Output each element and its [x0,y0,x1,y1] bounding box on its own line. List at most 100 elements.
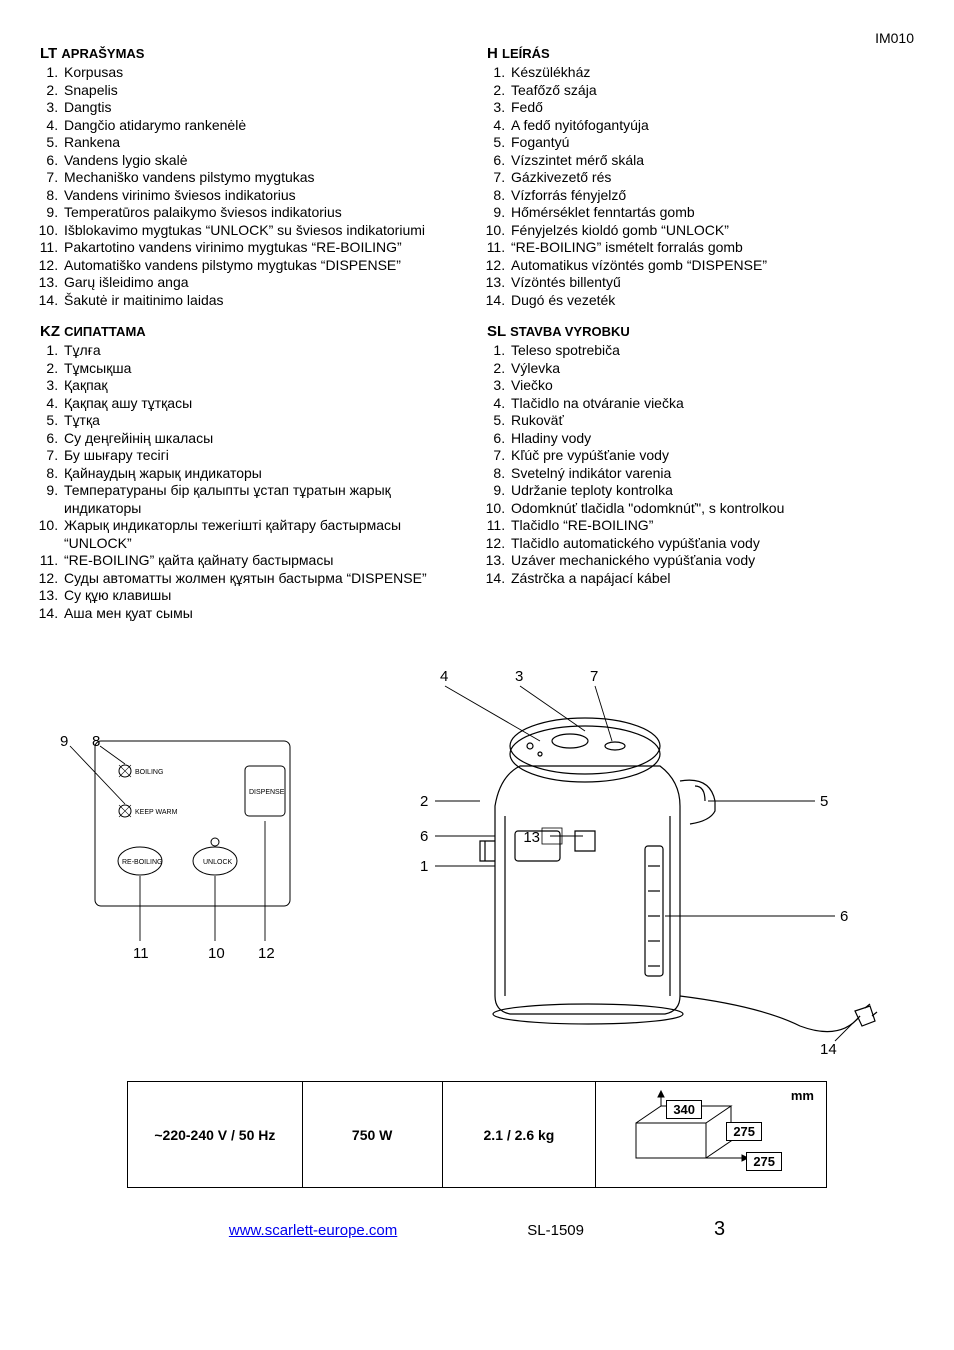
footer-link[interactable]: www.scarlett-europe.com [229,1222,397,1239]
callout-7: 7 [590,668,598,685]
list-item: Kľúč pre vypúšťanie vody [509,447,914,465]
list-item: Бу шығару тесігі [62,447,467,465]
dim-height: 340 [666,1100,702,1119]
list-item: Temperatūros palaikymo šviesos indikator… [62,204,467,222]
list-item: Жарық индикаторлы тежегішті қайтару баст… [62,517,467,552]
list-item: Vandens lygio skalė [62,152,467,170]
list-item: Snapelis [62,82,467,100]
list-item: Dugó és vezeték [509,292,914,310]
footer: www.scarlett-europe.com SL-1509 3 [40,1218,914,1241]
list-item: Vandens virinimo šviesos indikatorius [62,187,467,205]
section-title-sl: SL STAVBA VYROBKU [487,323,914,340]
list-item: Тұмсықша [62,360,467,378]
spec-weight: 2.1 / 2.6 kg [442,1082,596,1188]
list-item: Vízszintet mérő skála [509,152,914,170]
panel-boiling-label: BOILING [135,769,163,776]
list-item: Teafőző szája [509,82,914,100]
diagram-svg: BOILING KEEP WARM RE-BOILING UNLOCK DISP… [40,646,914,1061]
callout-6a: 6 [420,828,428,845]
list-item: Қайнаудың жарық индикаторы [62,465,467,483]
list-item: Pakartotino vandens virinimo mygtukas “R… [62,239,467,257]
list-item: Тұлға [62,342,467,360]
footer-page: 3 [714,1218,725,1241]
list-item: Uzáver mechanického vypúšťania vody [509,552,914,570]
footer-model: SL-1509 [527,1222,584,1239]
lang-name: APRAŠYMAS [61,46,144,61]
list-item: Fogantyú [509,134,914,152]
spec-dimensions: mm [596,1082,827,1188]
dim-width: 275 [746,1152,782,1171]
dim-unit: mm [791,1088,814,1103]
list-item: Суды автоматты жолмен құятын бастырма “D… [62,570,467,588]
spec-voltage: ~220-240 V / 50 Hz [128,1082,303,1188]
list-item: Vízforrás fényjelző [509,187,914,205]
list-item: “RE-BOILING” қайта қайнату бастырмасы [62,552,467,570]
callout-14: 14 [820,1041,837,1058]
lang-name: STAVBA VYROBKU [510,324,630,339]
section-h: H LEÍRÁS Készülékház Teafőző szája Fedő … [487,45,914,309]
list-item: Су деңгейінің шкаласы [62,430,467,448]
left-column: LT APRAŠYMAS Korpusas Snapelis Dangtis D… [40,45,467,636]
list-h: Készülékház Teafőző szája Fedő A fedő ny… [487,64,914,309]
list-item: Garų išleidimo anga [62,274,467,292]
list-item: Dangčio atidarymo rankenėlė [62,117,467,135]
section-lt: LT APRAŠYMAS Korpusas Snapelis Dangtis D… [40,45,467,309]
page: IM010 LT APRAŠYMAS Korpusas Snapelis Dan… [0,0,954,1271]
callout-3: 3 [515,668,523,685]
list-item: Fedő [509,99,914,117]
callout-9: 9 [60,733,68,750]
list-sl: Teleso spotrebiča Výlevka Viečko Tlačidl… [487,342,914,587]
list-item: Қақпақ [62,377,467,395]
list-item: Odomknúť tlačidla "odomknúť", s kontrolk… [509,500,914,518]
columns-wrapper: LT APRAŠYMAS Korpusas Snapelis Dangtis D… [40,45,914,636]
list-item: Išblokavimo mygtukas “UNLOCK” su šviesos… [62,222,467,240]
list-item: Výlevka [509,360,914,378]
callout-13: 13 [523,829,540,846]
list-item: Fényjelzés kioldó gomb “UNLOCK” [509,222,914,240]
section-sl: SL STAVBA VYROBKU Teleso spotrebiča Výle… [487,323,914,587]
list-item: Tlačidlo na otváranie viečka [509,395,914,413]
list-item: Vízöntés billentyű [509,274,914,292]
lang-name: LEÍRÁS [502,46,550,61]
callout-11: 11 [133,945,149,962]
lang-name: СИПАТТАМА [64,324,146,339]
list-item: Қақпақ ашу тұтқасы [62,395,467,413]
list-item: Udržanie teploty kontrolka [509,482,914,500]
lang-code: KZ [40,323,60,340]
list-item: Svetelný indikátor varenia [509,465,914,483]
specs-table: ~220-240 V / 50 Hz 750 W 2.1 / 2.6 kg mm [127,1081,827,1188]
list-lt: Korpusas Snapelis Dangtis Dangčio atidar… [40,64,467,309]
callout-4: 4 [440,668,448,685]
panel-keepwarm-label: KEEP WARM [135,809,178,816]
list-item: Készülékház [509,64,914,82]
list-item: Температураны бір қалыпты ұстап тұратын … [62,482,467,517]
list-item: Tlačidlo “RE-BOILING” [509,517,914,535]
spec-power: 750 W [302,1082,442,1188]
callout-6b: 6 [840,908,848,925]
list-item: Mechaniško vandens pilstymo mygtukas [62,169,467,187]
lang-code: SL [487,323,506,340]
section-title-kz: KZ СИПАТТАМА [40,323,467,340]
panel-reboiling-label: RE-BOILING [122,859,162,866]
panel-dispense-label: DISPENSE [249,789,285,796]
lang-code: H [487,45,498,62]
callout-8: 8 [92,733,100,750]
list-kz: Тұлға Тұмсықша Қақпақ Қақпақ ашу тұтқасы… [40,342,467,622]
list-item: Hőmérséklet fenntartás gomb [509,204,914,222]
callout-10: 10 [208,945,225,962]
dim-depth: 275 [726,1122,762,1141]
list-item: “RE-BOILING” ismételt forralás gomb [509,239,914,257]
model-id: IM010 [875,30,914,46]
list-item: Hladiny vody [509,430,914,448]
section-title-lt: LT APRAŠYMAS [40,45,467,62]
product-diagram: BOILING KEEP WARM RE-BOILING UNLOCK DISP… [40,646,914,1061]
list-item: Тұтқа [62,412,467,430]
list-item: Viečko [509,377,914,395]
callout-5: 5 [820,793,828,810]
list-item: Dangtis [62,99,467,117]
list-item: Rukoväť [509,412,914,430]
list-item: Zástrčka a napájací kábel [509,570,914,588]
list-item: Teleso spotrebiča [509,342,914,360]
dim-diagram [606,1088,816,1178]
panel-unlock-label: UNLOCK [203,859,233,866]
